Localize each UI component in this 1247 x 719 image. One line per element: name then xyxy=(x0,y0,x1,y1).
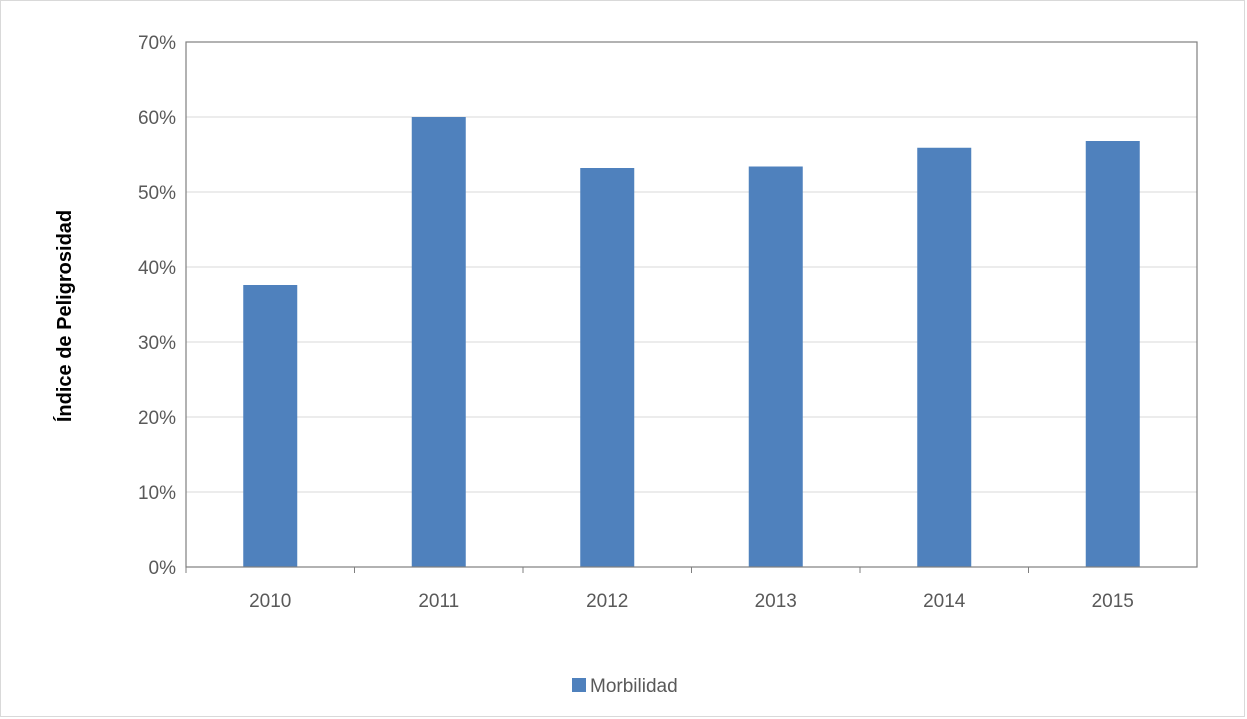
gridlines xyxy=(186,116,1197,493)
plot-area-border xyxy=(185,41,1198,568)
y-tick-label: 0% xyxy=(149,558,177,579)
bar-2011 xyxy=(411,117,466,567)
bars xyxy=(243,117,1140,567)
bar-2012 xyxy=(580,168,635,567)
bar-2014 xyxy=(917,147,972,567)
x-tick-label: 2010 xyxy=(249,591,291,612)
x-tick-label: 2013 xyxy=(755,591,797,612)
legend-swatch-morbilidad xyxy=(572,678,586,692)
y-tick-label: 50% xyxy=(138,183,176,204)
axes xyxy=(185,41,1198,573)
legend-label-morbilidad: Morbilidad xyxy=(590,676,678,697)
legend: Morbilidad xyxy=(572,676,678,697)
y-tick-labels: 0% 10% 20% 30% 40% 50% 60% 70% xyxy=(138,33,176,579)
y-axis-label: Índice de Peligrosidad xyxy=(53,210,76,422)
y-tick-label: 70% xyxy=(138,33,176,54)
y-tick-label: 40% xyxy=(138,258,176,279)
x-tick-label: 2012 xyxy=(586,591,628,612)
bar-2013 xyxy=(748,166,803,567)
y-tick-label: 60% xyxy=(138,108,176,129)
y-tick-label: 30% xyxy=(138,333,176,354)
x-tick-label: 2011 xyxy=(418,591,459,612)
bar-2015 xyxy=(1085,141,1140,567)
x-tick-label: 2014 xyxy=(923,591,966,612)
y-tick-label: 20% xyxy=(138,408,176,429)
bar-2010 xyxy=(243,285,298,567)
x-tick-labels: 2010 2011 2012 2013 2014 2015 xyxy=(249,591,1134,612)
x-tick-label: 2015 xyxy=(1092,591,1134,612)
y-tick-label: 10% xyxy=(138,483,176,504)
